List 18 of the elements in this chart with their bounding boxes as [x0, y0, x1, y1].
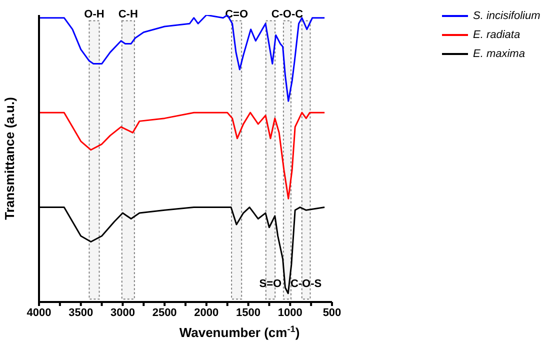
legend-label: S. incisifolium [473, 10, 540, 22]
x-tick-label: 500 [322, 306, 342, 319]
band-label: C-O-C [271, 8, 304, 21]
x-tick-label: 2500 [152, 306, 177, 319]
band-label: S=O [259, 278, 282, 290]
band-label: C-O-S [290, 278, 322, 290]
legend-label: E. maxima [473, 48, 525, 60]
x-tick-label: 1500 [236, 306, 261, 319]
x-axis-title: Wavenumber (cm$^{-1}$) [179, 324, 300, 340]
x-tick-label: 1000 [278, 306, 302, 319]
band-label: O-H [84, 8, 104, 21]
band-label: C-H [118, 8, 138, 21]
legend-label: E. radiata [473, 28, 520, 40]
x-tick-label: 2000 [194, 306, 219, 319]
x-tick-label: 3000 [110, 306, 135, 319]
y-axis-title: Transmittance (a.u.) [2, 97, 17, 220]
x-tick-label: 4000 [26, 306, 52, 319]
x-tick-label: 3500 [68, 306, 94, 319]
